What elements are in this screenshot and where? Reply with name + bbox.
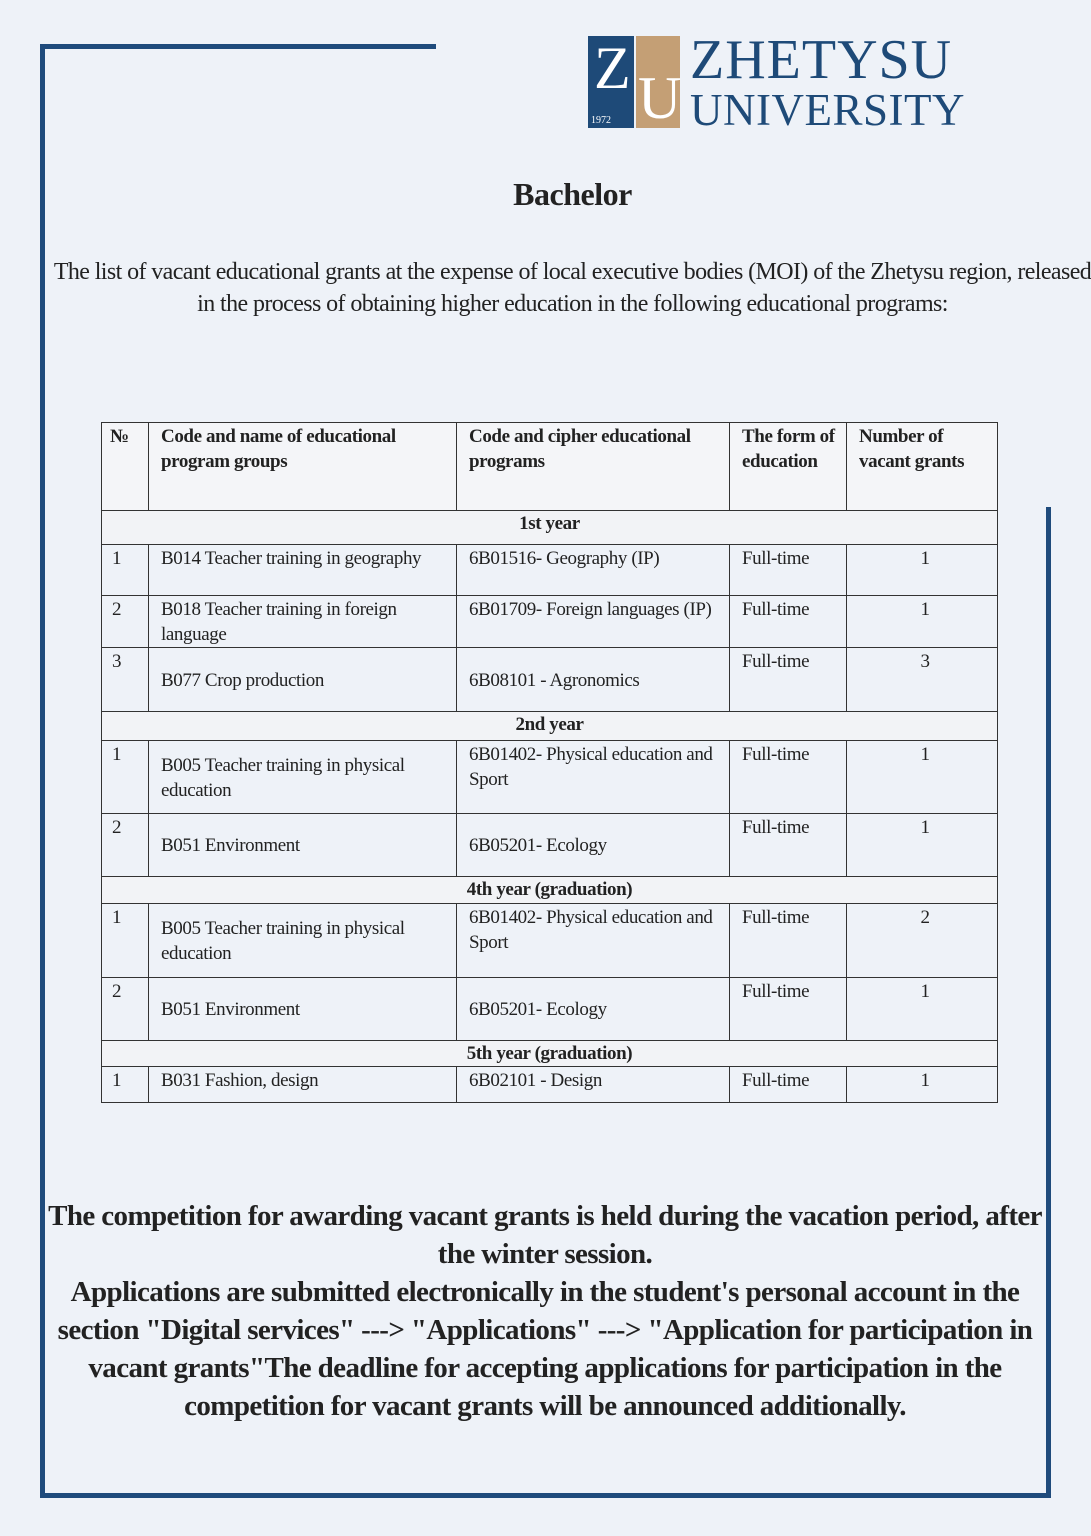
cell-no: 2 [101,813,149,877]
cell-group: B051 Environment [148,977,457,1041]
section-row: 2nd year [101,711,998,741]
university-logo: Z 1972 U ZHETYSU UNIVERSITY [588,32,988,133]
cell-no: 1 [101,740,149,814]
cell-program: 6B08101 - Agronomics [456,647,730,712]
section-label: 4th year (graduation) [101,876,998,904]
cell-form: Full-time [729,977,847,1041]
cell-grants: 1 [846,595,998,648]
table-row: 2 B051 Environment 6B05201- Ecology Full-ti… [101,977,998,1041]
cell-form: Full-time [729,647,847,712]
table-row: 1 B031 Fashion, design 6B02101 - Design Ful… [101,1066,998,1103]
table-row: 1 B014 Teacher training in geography 6B015… [101,544,998,596]
cell-group: B077 Crop production [148,647,457,712]
table-header-row: № Code and name of educational program g… [101,422,998,511]
grants-table: № Code and name of educational program g… [101,422,998,1103]
cell-group: B014 Teacher training in geography [148,544,457,596]
cell-form: Full-time [729,903,847,978]
section-label: 1st year [101,510,998,545]
cell-program: 6B05201- Ecology [456,977,730,1041]
table-row: 1 B005 Teacher training in physical educa… [101,740,998,814]
cell-grants: 2 [846,903,998,978]
table-row: 2 B051 Environment 6B05201- Ecology Full-ti… [101,813,998,877]
frame-left-line [40,44,45,1498]
table-row: 3 B077 Crop production 6B08101 - Agronomic… [101,647,998,712]
table-row: 1 B005 Teacher training in physical educa… [101,903,998,978]
cell-form: Full-time [729,813,847,877]
cell-group: B051 Environment [148,813,457,877]
header-program: Code and cipher educational programs [456,422,730,511]
cell-group: B005 Teacher training in physical educat… [148,740,457,814]
page-title: Bachelor [513,176,632,212]
footer-notice: The competition for awarding vacant gran… [40,1197,1050,1425]
header-form: The form of education [729,422,847,511]
cell-form: Full-time [729,544,847,596]
cell-program: 6B01402- Physical education and Sport [456,903,730,978]
cell-no: 1 [101,1066,149,1103]
cell-no: 1 [101,544,149,596]
cell-grants: 3 [846,647,998,712]
cell-grants: 1 [846,544,998,596]
frame-bottom-line [40,1493,1051,1498]
header-grants: Number of vacant grants [846,422,998,511]
table-row: 2 B018 Teacher training in foreign langua… [101,595,998,648]
intro-text: The list of vacant educational grants at… [53,259,1091,317]
header-group: Code and name of educational program gro… [148,422,457,511]
cell-no: 2 [101,977,149,1041]
frame-top-line [40,44,436,49]
cell-grants: 1 [846,740,998,814]
cell-no: 3 [101,647,149,712]
cell-program: 6B02101 - Design [456,1066,730,1103]
cell-program: 6B05201- Ecology [456,813,730,877]
section-label: 5th year (graduation) [101,1040,998,1067]
section-row: 4th year (graduation) [101,876,998,904]
cell-program: 6B01709- Foreign languages (IP) [456,595,730,648]
cell-program: 6B01516- Geography (IP) [456,544,730,596]
cell-group: B005 Teacher training in physical educat… [148,903,457,978]
frame-right-line [1046,507,1051,1498]
cell-form: Full-time [729,740,847,814]
cell-grants: 1 [846,1066,998,1103]
cell-form: Full-time [729,595,847,648]
section-label: 2nd year [101,711,998,741]
section-row: 1st year [101,510,998,545]
cell-group: B031 Fashion, design [148,1066,457,1103]
cell-no: 2 [101,595,149,648]
footer-line-1: The competition for awarding vacant gran… [48,1200,1042,1270]
cell-group: B018 Teacher training in foreign languag… [148,595,457,648]
cell-no: 1 [101,903,149,978]
header-no: № [101,422,149,511]
section-row: 5th year (graduation) [101,1040,998,1067]
cell-grants: 1 [846,977,998,1041]
footer-line-2: Applications are submitted electronicall… [57,1276,1033,1422]
cell-grants: 1 [846,813,998,877]
cell-form: Full-time [729,1066,847,1103]
cell-program: 6B01402- Physical education and Sport [456,740,730,814]
